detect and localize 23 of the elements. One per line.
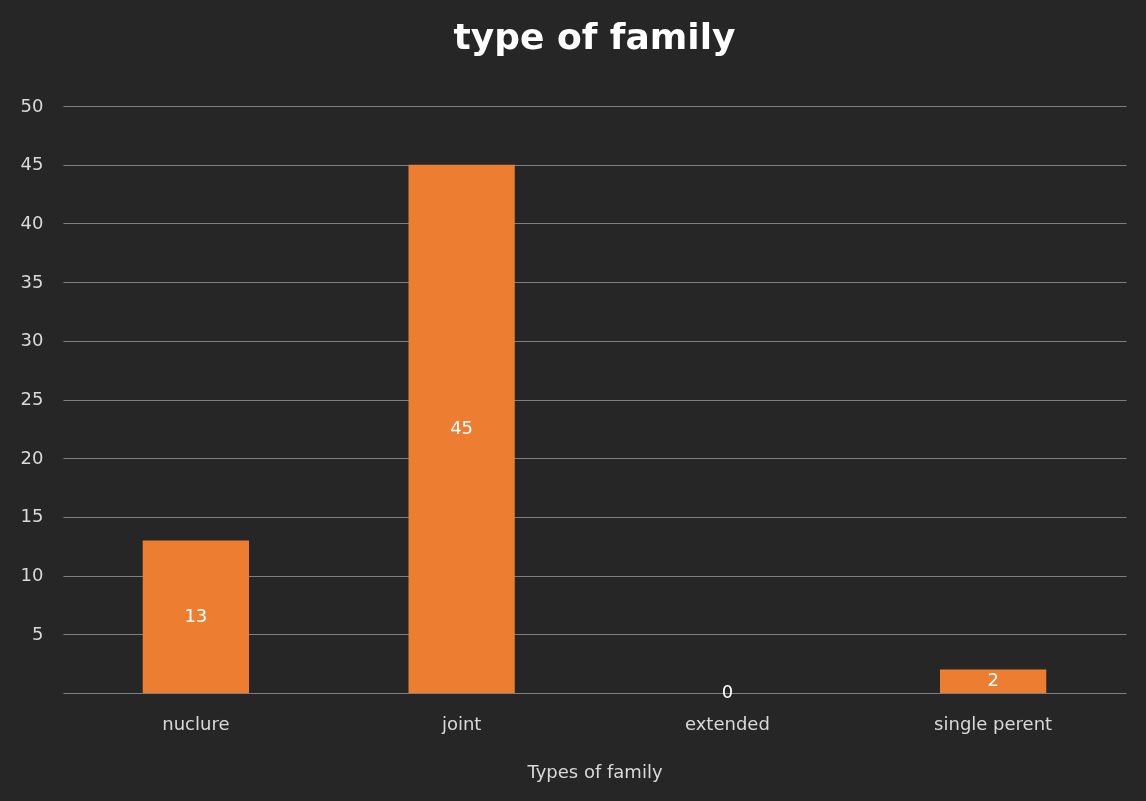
y-tick-label: 45: [20, 153, 44, 175]
y-tick-label: 15: [20, 505, 44, 527]
y-tick-label: 25: [20, 388, 44, 409]
x-tick-label: joint: [440, 712, 482, 734]
y-tick-label: 30: [20, 329, 44, 351]
data-label: 0: [721, 681, 734, 702]
y-tick-label: 20: [20, 446, 44, 468]
y-tick-label: 40: [20, 211, 44, 233]
x-axis-title: Types of family: [526, 760, 663, 782]
data-label: 2: [987, 669, 999, 691]
y-tick-label: 50: [20, 94, 44, 116]
bar: [408, 164, 515, 693]
x-tick-label: single perent: [934, 712, 1053, 734]
bar: [142, 540, 250, 693]
data-label: 13: [184, 604, 208, 626]
y-tick-label: 35: [20, 270, 44, 292]
chart-title: type of family: [453, 16, 736, 57]
y-tick-label: 5: [32, 622, 44, 644]
x-tick-label: extended: [684, 712, 770, 734]
x-tick-label: nuclure: [162, 712, 230, 734]
y-tick-label: 10: [20, 564, 44, 586]
bar: [939, 669, 1047, 693]
data-label: 45: [450, 416, 474, 438]
